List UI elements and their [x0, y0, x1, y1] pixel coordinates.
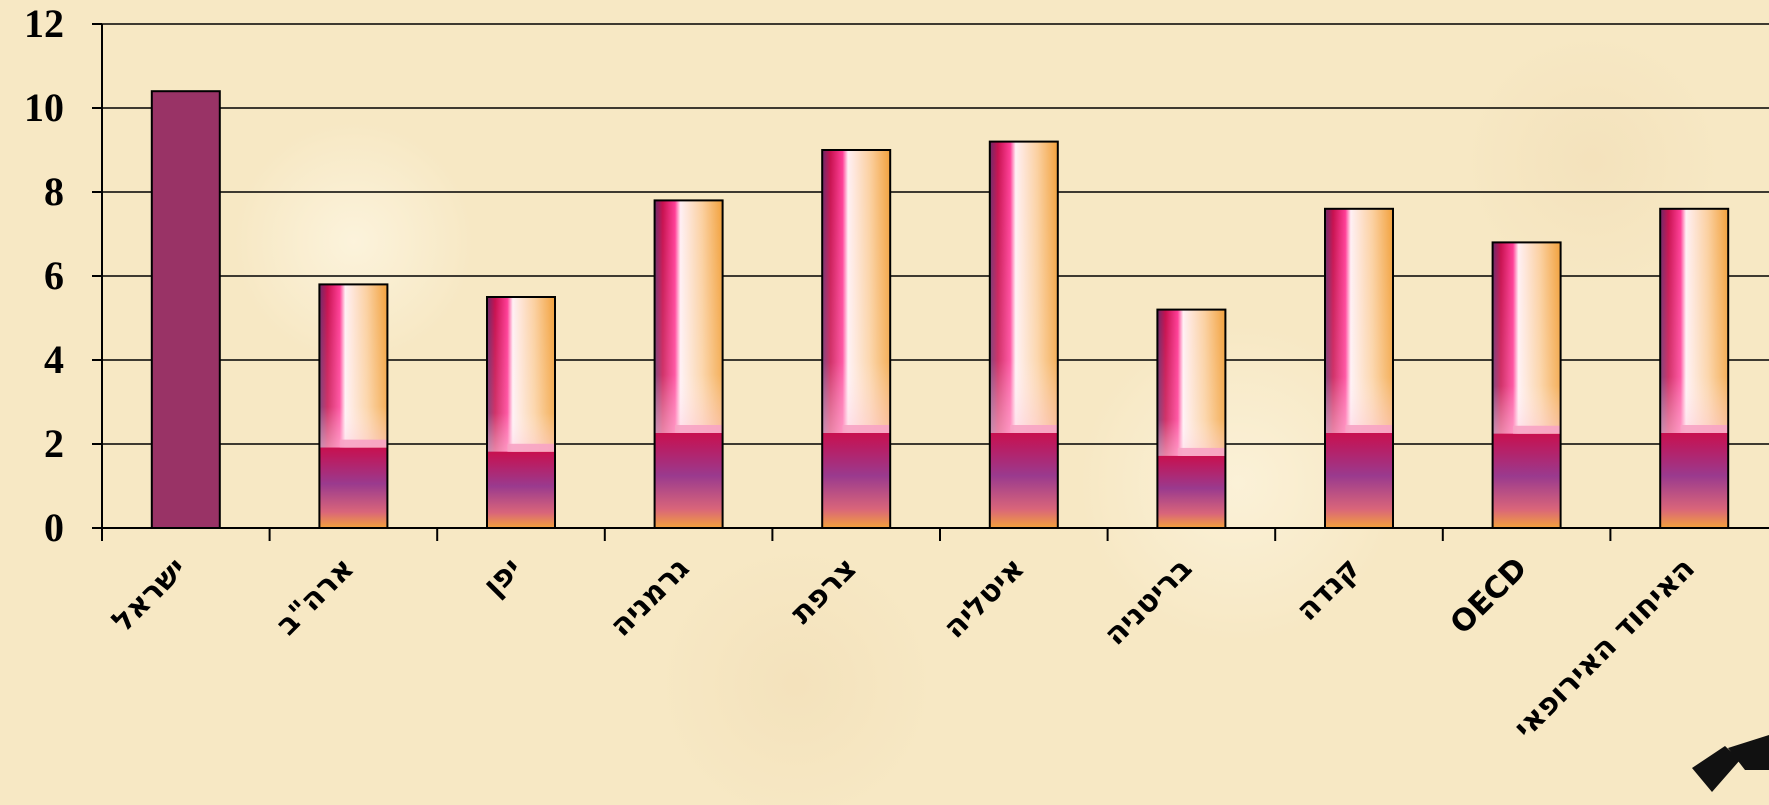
- y-tick-label: 2: [44, 421, 64, 466]
- axes: [92, 23, 1769, 541]
- x-tick-label: ישראל: [105, 551, 193, 639]
- y-tick-label: 10: [24, 85, 64, 130]
- bars: [150, 90, 1730, 530]
- bar: [988, 140, 1059, 529]
- logo-icon: [1692, 735, 1769, 792]
- bar: [821, 149, 892, 529]
- x-tick-label: צרפת: [784, 551, 864, 631]
- bar: [1156, 308, 1227, 529]
- x-tick-label: איטליה: [937, 551, 1032, 646]
- y-tick-label: 0: [44, 505, 64, 550]
- x-tick-label: ארה"ב: [270, 551, 362, 643]
- bar: [1324, 207, 1394, 530]
- bar: [486, 296, 556, 529]
- bar: [653, 199, 724, 529]
- y-tick-label: 12: [24, 1, 64, 46]
- x-tick-label: OECD: [1444, 551, 1534, 641]
- y-tick-label: 8: [44, 169, 64, 214]
- y-tick-label: 6: [44, 253, 64, 298]
- x-tick-label: בריטניה: [1098, 551, 1200, 653]
- bar: [1491, 241, 1562, 529]
- x-tick-label: האיחוד האירופאי: [1507, 551, 1702, 746]
- x-tick-label: יפן: [476, 551, 528, 603]
- x-tick-label: גרמניה: [603, 551, 696, 644]
- bar: [150, 90, 221, 529]
- bar: [1659, 207, 1730, 530]
- y-tick-label: 4: [44, 337, 64, 382]
- bar: [318, 283, 389, 529]
- x-tick-label: קנדה: [1290, 551, 1367, 628]
